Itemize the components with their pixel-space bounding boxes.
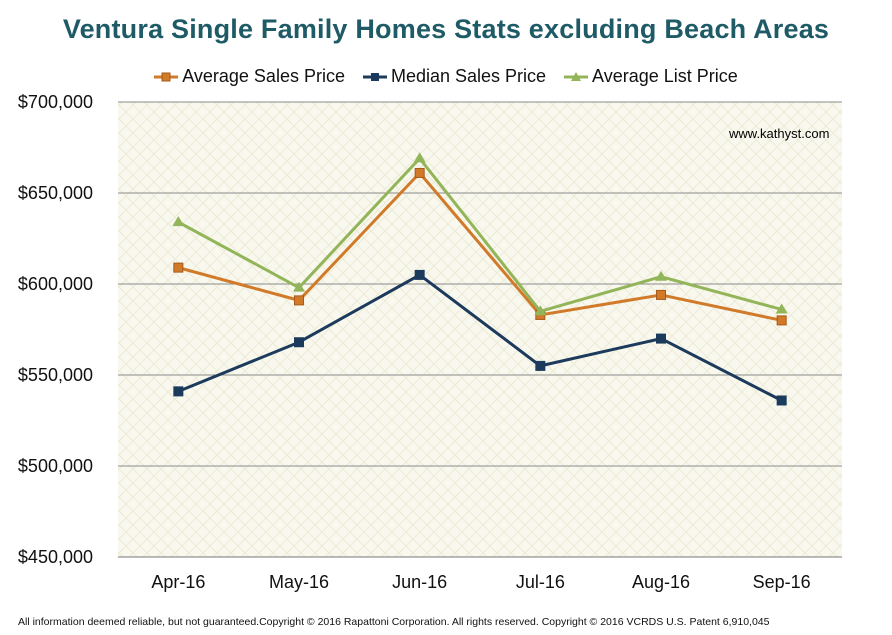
data-point [173,386,184,397]
y-tick-label: $500,000 [18,456,93,476]
x-tick-label: May-16 [269,572,329,592]
series-median-sales-price [173,269,787,406]
data-point [656,333,666,344]
legend-swatch-median-sales-price [362,72,387,81]
data-point [294,337,304,348]
x-tick-label: Jul-16 [516,572,565,592]
watermark: www.kathyst.com [729,126,830,141]
data-point [534,305,547,316]
data-point [173,262,184,273]
series-line-average-list-price [177,156,783,313]
y-tick-label: $650,000 [18,183,93,203]
y-tick-label: $700,000 [18,92,93,112]
plot-background [118,102,842,557]
legend-swatch-average-sales-price [154,72,179,81]
series-line-average-sales-price [177,171,782,322]
x-tick-label: Jun-16 [392,572,447,592]
data-point [414,167,425,178]
legend-item-average-sales-price: Average Sales Price [154,66,345,87]
x-tick-label: Apr-16 [151,572,205,592]
legend-label-average-list-price: Average List Price [592,66,738,86]
legend-swatch-average-list-price [564,71,589,81]
y-tick-label: $550,000 [18,365,93,385]
footer-disclaimer: All information deemed reliable, but not… [18,616,770,628]
legend: Average Sales Price Median Sales Price A… [0,66,892,87]
data-point [776,315,787,326]
series-average-list-price [172,152,788,316]
data-point [293,281,305,292]
data-point [294,295,304,306]
data-point [655,270,667,281]
data-point [775,303,788,314]
data-point [172,216,185,227]
chart-title: Ventura Single Family Homes Stats exclud… [62,14,830,44]
x-tick-label: Sep-16 [753,572,811,592]
series-line-median-sales-price [177,273,783,402]
legend-label-median-sales-price: Median Sales Price [390,66,547,86]
data-point [656,289,666,300]
data-point [413,152,426,163]
data-point [776,395,787,406]
data-point [535,360,546,371]
legend-label-average-sales-price: Average Sales Price [182,66,345,86]
data-point [414,269,425,280]
legend-item-median-sales-price: Median Sales Price [362,66,547,87]
y-tick-label: $450,000 [18,547,93,567]
legend-item-average-list-price: Average List Price [564,66,738,87]
x-tick-label: Aug-16 [632,572,690,592]
y-tick-label: $600,000 [18,274,93,294]
